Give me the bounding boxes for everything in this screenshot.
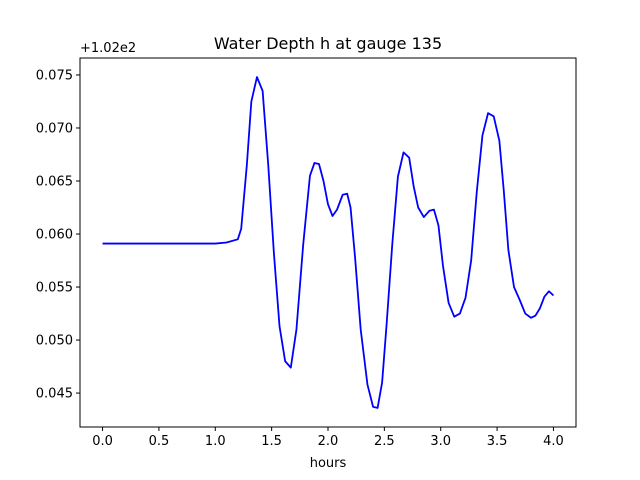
x-tick-label: 3.5	[487, 434, 508, 449]
y-offset-label: +1.02e2	[80, 41, 136, 56]
y-tick-label: 0.070	[36, 121, 73, 136]
x-tick-label: 1.5	[261, 434, 282, 449]
y-tick-label: 0.045	[36, 387, 73, 402]
x-tick-label: 0.5	[149, 434, 170, 449]
y-tick-label: 0.055	[36, 281, 73, 296]
y-tick-label: 0.050	[36, 334, 73, 349]
x-tick-label: 1.0	[205, 434, 226, 449]
y-axis-ticks: 0.045 0.050 0.055 0.060 0.065 0.070 0.075	[36, 68, 80, 402]
x-tick-label: 4.0	[543, 434, 564, 449]
series-line-1	[102, 76, 555, 409]
x-axis-ticks: 0.0 0.5 1.0 1.5 2.0 2.5 3.0 3.5 4.0	[92, 427, 564, 449]
y-tick-label: 0.060	[36, 228, 73, 243]
x-tick-label: 3.0	[430, 434, 451, 449]
y-tick-label: 0.075	[36, 68, 73, 83]
x-tick-label: 2.0	[318, 434, 339, 449]
x-axis-label: hours	[310, 456, 347, 471]
x-tick-label: 2.5	[374, 434, 395, 449]
y-tick-label: 0.065	[36, 175, 73, 190]
x-tick-label: 0.0	[92, 434, 113, 449]
chart-title: Water Depth h at gauge 135	[214, 34, 442, 53]
